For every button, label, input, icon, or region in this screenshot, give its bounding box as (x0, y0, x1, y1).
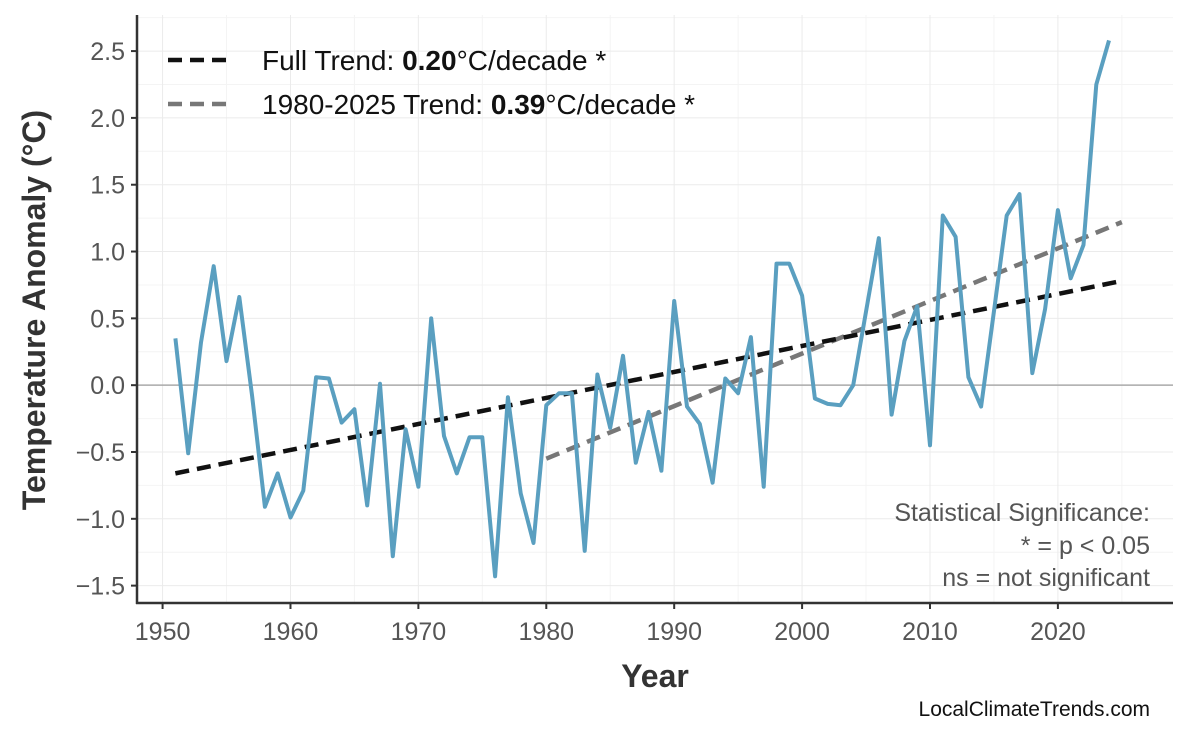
legend: Full Trend: 0.20°C/decade * 1980-2025 Tr… (168, 45, 695, 120)
y-tick-label: 0.5 (90, 305, 125, 333)
x-tick-label: 2010 (902, 618, 958, 646)
x-tick-label: 1970 (391, 618, 447, 646)
x-tick-label: 1980 (518, 618, 574, 646)
trend-lines (174, 220, 1123, 476)
significance-note: Statistical Significance: * = p < 0.05 n… (894, 499, 1150, 592)
credit: LocalClimateTrends.com (919, 698, 1150, 721)
x-tick-label: 2000 (774, 618, 830, 646)
data-series (173, 39, 1111, 579)
x-tick-label: 1950 (135, 618, 191, 646)
y-tick-label: 1.5 (90, 172, 125, 200)
legend-label-full-trend: Full Trend: 0.20°C/decade * (262, 45, 606, 76)
y-tick-label: −0.5 (76, 439, 125, 467)
y-tick-label: 0.0 (90, 372, 125, 400)
note-line-1: Statistical Significance: (894, 499, 1150, 527)
x-tick-label: 2020 (1030, 618, 1086, 646)
axes: −1.5 −1.0 −0.5 0.0 0.5 1.0 1.5 2.0 2.5 1950 1960 19… (76, 15, 1173, 646)
note-line-2: * = p < 0.05 (1021, 532, 1150, 560)
y-tick-label: 2.5 (90, 38, 125, 66)
y-tick-label: −1.0 (76, 506, 125, 534)
legend-label-recent-trend: 1980-2025 Trend: 0.39°C/decade * (262, 89, 695, 120)
x-tick-label: 1960 (263, 618, 319, 646)
y-axis-label: Temperature Anomaly (°C) (16, 110, 52, 510)
note-line-3: ns = not significant (942, 564, 1150, 592)
anomaly-line (173, 39, 1111, 579)
x-axis-label: Year (621, 658, 689, 694)
y-tick-label: −1.5 (76, 573, 125, 601)
y-tick-label: 1.0 (90, 239, 125, 267)
y-tick-label: 2.0 (90, 105, 125, 133)
x-tick-label: 1990 (646, 618, 702, 646)
